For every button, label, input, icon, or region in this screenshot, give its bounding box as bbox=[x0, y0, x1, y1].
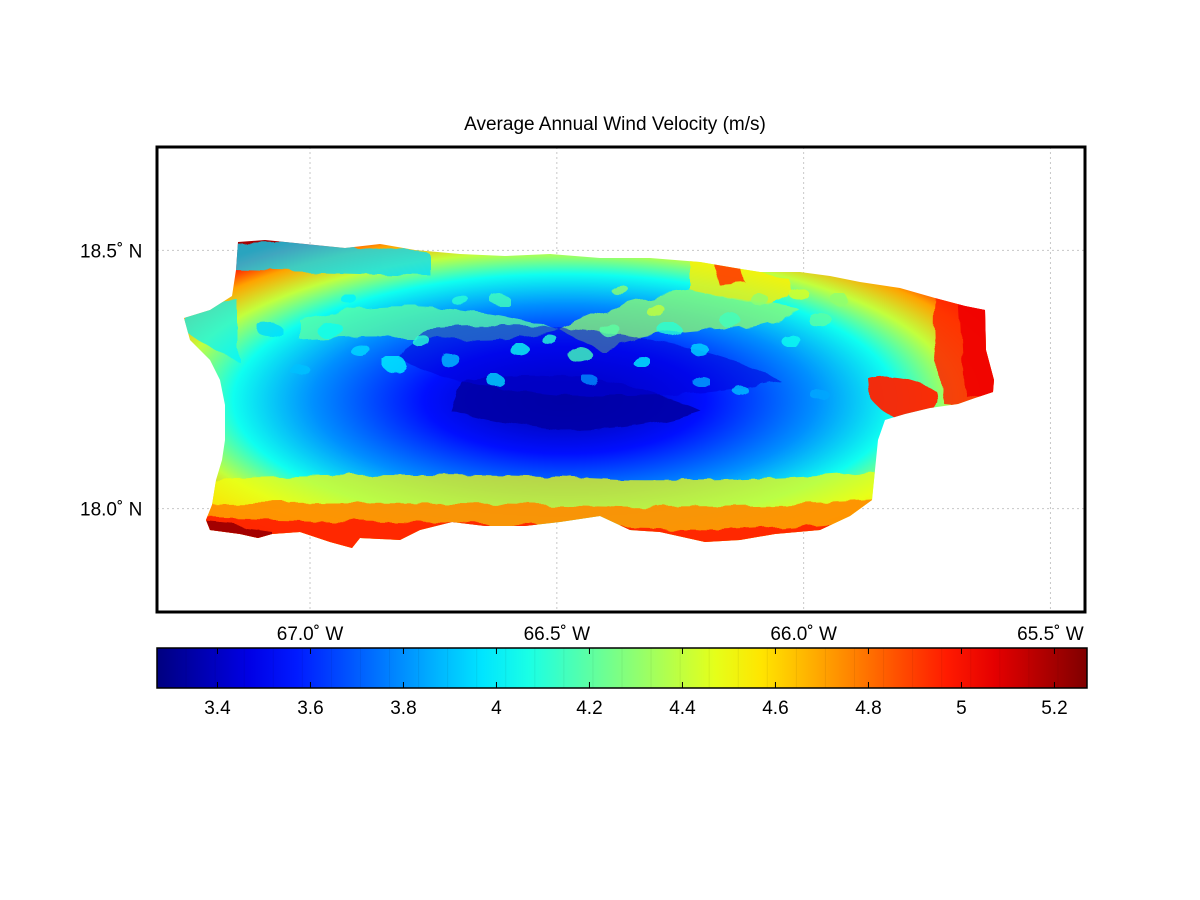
highland-speckle bbox=[831, 294, 849, 306]
highland-speckle bbox=[411, 334, 429, 346]
highland-speckle bbox=[451, 295, 469, 305]
highland-speckle bbox=[691, 344, 709, 356]
highland-speckle bbox=[645, 304, 665, 316]
highland-speckle bbox=[542, 335, 558, 345]
highland-speckle bbox=[486, 374, 504, 386]
highland-speckle bbox=[631, 354, 649, 366]
colorbar-tick-label: 5 bbox=[956, 698, 967, 719]
highland-speckle bbox=[790, 289, 810, 301]
highland-speckle bbox=[258, 322, 282, 338]
colorbar-tick-label: 3.4 bbox=[204, 698, 231, 719]
colorbar-tick-label: 4.2 bbox=[576, 698, 602, 719]
highland-speckle bbox=[691, 374, 709, 386]
longitude-label: 65.5˚ W bbox=[1017, 624, 1084, 645]
highland-speckle bbox=[732, 385, 748, 395]
wind-zone bbox=[184, 300, 238, 360]
island-wind-field bbox=[184, 240, 994, 548]
highland-speckle bbox=[383, 357, 407, 373]
map-frame bbox=[155, 145, 1087, 614]
highland-speckle bbox=[490, 294, 510, 306]
highland-speckle bbox=[510, 344, 530, 356]
longitude-label: 66.5˚ W bbox=[524, 624, 591, 645]
colorbar-tick-label: 4.8 bbox=[855, 698, 881, 719]
latitude-label: 18.5˚ N bbox=[80, 241, 142, 262]
highland-speckle bbox=[350, 344, 370, 356]
highland-speckle bbox=[316, 322, 344, 338]
wind-zone bbox=[230, 240, 430, 275]
colorbar-tick-label: 5.2 bbox=[1041, 698, 1067, 719]
longitude-label: 66.0˚ W bbox=[770, 624, 837, 645]
highland-speckle bbox=[811, 389, 829, 401]
latitude-label: 18.0˚ N bbox=[80, 500, 142, 521]
wind-zone bbox=[870, 377, 938, 418]
highland-speckle bbox=[611, 285, 629, 295]
highland-speckle bbox=[600, 323, 620, 337]
map-title: Average Annual Wind Velocity (m/s) bbox=[464, 114, 766, 135]
colorbar-tick-label: 4.6 bbox=[762, 698, 788, 719]
highland-speckle bbox=[582, 375, 598, 385]
highland-speckle bbox=[780, 334, 800, 346]
highland-speckle bbox=[751, 294, 769, 306]
colorbar-tick-label: 3.6 bbox=[297, 698, 323, 719]
highland-speckle bbox=[440, 353, 460, 367]
highland-speckle bbox=[720, 312, 740, 328]
colorbar-tick-label: 4 bbox=[491, 698, 502, 719]
wind-zone bbox=[960, 300, 994, 400]
longitude-label: 67.0˚ W bbox=[277, 624, 344, 645]
colorbar-scale bbox=[156, 647, 1088, 689]
highland-speckle bbox=[568, 347, 592, 363]
colorbar-tick-label: 3.8 bbox=[390, 698, 416, 719]
highland-speckle bbox=[290, 364, 310, 376]
colorbar: 3.4 3.6 3.8 4 4.2 4.4 4.6 4.8 5 5.2 bbox=[156, 647, 1088, 719]
highland-speckle bbox=[342, 295, 358, 305]
colorbar-ticks: 3.4 3.6 3.8 4 4.2 4.4 4.6 4.8 5 5.2 bbox=[185, 648, 1068, 719]
longitude-labels: 67.0˚ W 66.5˚ W 66.0˚ W 65.5˚ W bbox=[277, 624, 1084, 645]
colorbar-tick-label: 4.4 bbox=[669, 698, 696, 719]
highland-speckle bbox=[658, 323, 682, 337]
latitude-labels: 18.5˚ N 18.0˚ N bbox=[80, 241, 142, 520]
highland-speckle bbox=[808, 313, 832, 327]
